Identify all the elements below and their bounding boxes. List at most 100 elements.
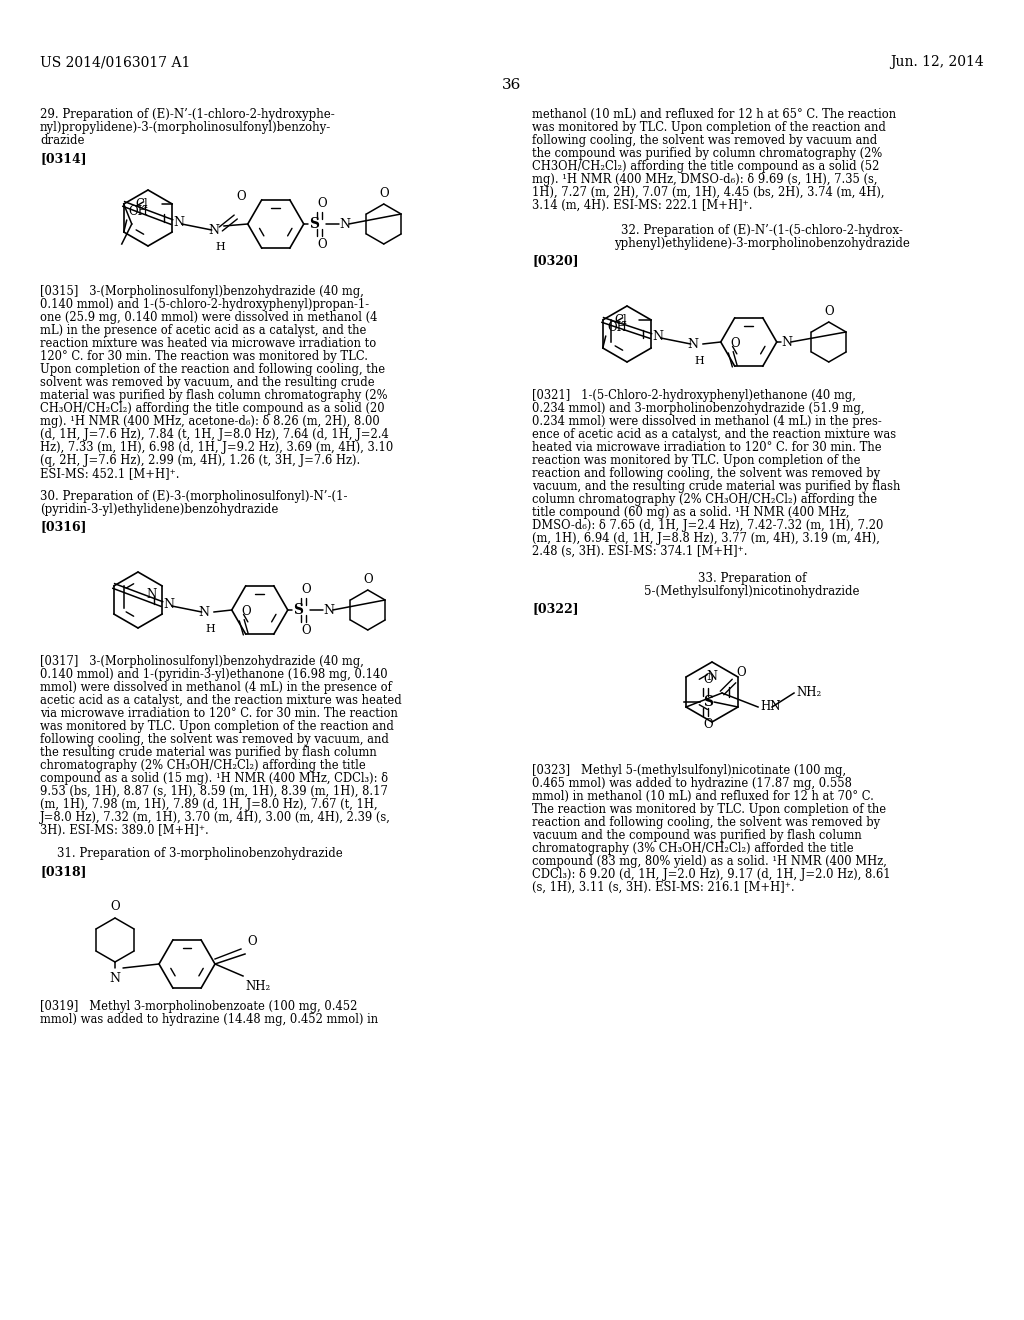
Text: the resulting crude material was purified by flash column: the resulting crude material was purifie… (40, 746, 377, 759)
Text: 29. Preparation of (E)-N’-(1-chloro-2-hydroxyphe-: 29. Preparation of (E)-N’-(1-chloro-2-hy… (40, 108, 335, 121)
Text: O: O (379, 187, 388, 201)
Text: O: O (730, 337, 739, 350)
Text: O: O (301, 583, 310, 597)
Text: one (25.9 mg, 0.140 mmol) were dissolved in methanol (4: one (25.9 mg, 0.140 mmol) were dissolved… (40, 312, 378, 323)
Text: S: S (309, 216, 318, 231)
Text: HN: HN (760, 701, 780, 714)
Text: CDCl₃): δ 9.20 (d, 1H, J=2.0 Hz), 9.17 (d, 1H, J=2.0 Hz), 8.61: CDCl₃): δ 9.20 (d, 1H, J=2.0 Hz), 9.17 (… (532, 869, 891, 880)
Text: methanol (10 mL) and refluxed for 12 h at 65° C. The reaction: methanol (10 mL) and refluxed for 12 h a… (532, 108, 896, 121)
Text: vacuum, and the resulting crude material was purified by flash: vacuum, and the resulting crude material… (532, 480, 900, 492)
Text: Upon completion of the reaction and following cooling, the: Upon completion of the reaction and foll… (40, 363, 385, 376)
Text: ESI-MS: 452.1 [M+H]⁺.: ESI-MS: 452.1 [M+H]⁺. (40, 467, 179, 480)
Text: mmol) were dissolved in methanol (4 mL) in the presence of: mmol) were dissolved in methanol (4 mL) … (40, 681, 392, 694)
Text: (m, 1H), 7.98 (m, 1H), 7.89 (d, 1H, J=8.0 Hz), 7.67 (t, 1H,: (m, 1H), 7.98 (m, 1H), 7.89 (d, 1H, J=8.… (40, 799, 378, 810)
Text: H: H (694, 356, 705, 366)
Text: N: N (146, 587, 157, 601)
Text: title compound (60 mg) as a solid. ¹H NMR (400 MHz,: title compound (60 mg) as a solid. ¹H NM… (532, 506, 850, 519)
Text: was monitored by TLC. Upon completion of the reaction and: was monitored by TLC. Upon completion of… (40, 719, 394, 733)
Text: O: O (703, 718, 713, 731)
Text: N: N (781, 335, 793, 348)
Text: OH: OH (608, 321, 628, 334)
Text: Cl: Cl (614, 314, 628, 326)
Text: chromatography (3% CH₃OH/CH₂Cl₂) afforded the title: chromatography (3% CH₃OH/CH₂Cl₂) afforde… (532, 842, 854, 855)
Text: 31. Preparation of 3-morpholinobenzohydrazide: 31. Preparation of 3-morpholinobenzohydr… (57, 847, 343, 861)
Text: reaction and following cooling, the solvent was removed by: reaction and following cooling, the solv… (532, 467, 880, 480)
Text: mmol) was added to hydrazine (14.48 mg, 0.452 mmol) in: mmol) was added to hydrazine (14.48 mg, … (40, 1012, 378, 1026)
Text: drazide: drazide (40, 135, 85, 147)
Text: 5-(Methylsulfonyl)nicotinohydrazide: 5-(Methylsulfonyl)nicotinohydrazide (644, 585, 860, 598)
Text: O: O (362, 573, 373, 586)
Text: [0319]   Methyl 3-morpholinobenzoate (100 mg, 0.452: [0319] Methyl 3-morpholinobenzoate (100 … (40, 1001, 357, 1012)
Text: [0318]: [0318] (40, 865, 86, 878)
Text: O: O (824, 305, 834, 318)
Text: acetic acid as a catalyst, and the reaction mixture was heated: acetic acid as a catalyst, and the react… (40, 694, 401, 708)
Text: 33. Preparation of: 33. Preparation of (697, 572, 806, 585)
Text: N: N (707, 671, 718, 682)
Text: O: O (111, 900, 120, 913)
Text: O: O (736, 667, 745, 678)
Text: (m, 1H), 6.94 (d, 1H, J=8.8 Hz), 3.77 (m, 4H), 3.19 (m, 4H),: (m, 1H), 6.94 (d, 1H, J=8.8 Hz), 3.77 (m… (532, 532, 880, 545)
Text: J=8.0 Hz), 7.32 (m, 1H), 3.70 (m, 4H), 3.00 (m, 4H), 2.39 (s,: J=8.0 Hz), 7.32 (m, 1H), 3.70 (m, 4H), 3… (40, 810, 391, 824)
Text: 1H), 7.27 (m, 2H), 7.07 (m, 1H), 4.45 (bs, 2H), 3.74 (m, 4H),: 1H), 7.27 (m, 2H), 7.07 (m, 1H), 4.45 (b… (532, 186, 885, 199)
Text: 3H). ESI-MS: 389.0 [M+H]⁺.: 3H). ESI-MS: 389.0 [M+H]⁺. (40, 824, 209, 837)
Text: 32. Preparation of (E)-N’-(1-(5-chloro-2-hydrox-: 32. Preparation of (E)-N’-(1-(5-chloro-2… (622, 224, 903, 238)
Text: ence of acetic acid as a catalyst, and the reaction mixture was: ence of acetic acid as a catalyst, and t… (532, 428, 896, 441)
Text: (d, 1H, J=7.6 Hz), 7.84 (t, 1H, J=8.0 Hz), 7.64 (d, 1H, J=2.4: (d, 1H, J=7.6 Hz), 7.84 (t, 1H, J=8.0 Hz… (40, 428, 389, 441)
Text: The reaction was monitored by TLC. Upon completion of the: The reaction was monitored by TLC. Upon … (532, 803, 886, 816)
Text: N: N (324, 603, 335, 616)
Text: reaction and following cooling, the solvent was removed by: reaction and following cooling, the solv… (532, 816, 880, 829)
Text: following cooling, the solvent was removed by vacuum, and: following cooling, the solvent was remov… (40, 733, 389, 746)
Text: N: N (340, 218, 351, 231)
Text: 0.234 mmol) were dissolved in methanol (4 mL) in the pres-: 0.234 mmol) were dissolved in methanol (… (532, 414, 882, 428)
Text: compound as a solid (15 mg). ¹H NMR (400 MHz, CDCl₃): δ: compound as a solid (15 mg). ¹H NMR (400… (40, 772, 388, 785)
Text: [0317]   3-(Morpholinosulfonyl)benzohydrazide (40 mg,: [0317] 3-(Morpholinosulfonyl)benzohydraz… (40, 655, 364, 668)
Text: chromatography (2% CH₃OH/CH₂Cl₂) affording the title: chromatography (2% CH₃OH/CH₂Cl₂) affordi… (40, 759, 366, 772)
Text: (q, 2H, J=7.6 Hz), 2.99 (m, 4H), 1.26 (t, 3H, J=7.6 Hz).: (q, 2H, J=7.6 Hz), 2.99 (m, 4H), 1.26 (t… (40, 454, 360, 467)
Text: O: O (317, 197, 327, 210)
Text: N: N (199, 606, 209, 619)
Text: O: O (317, 238, 327, 251)
Text: mg). ¹H NMR (400 MHz, acetone-d₆): δ 8.26 (m, 2H), 8.00: mg). ¹H NMR (400 MHz, acetone-d₆): δ 8.2… (40, 414, 380, 428)
Text: OH: OH (129, 205, 148, 218)
Text: yphenyl)ethylidene)-3-morpholinobenzohydrazide: yphenyl)ethylidene)-3-morpholinobenzohyd… (614, 238, 910, 249)
Text: 0.140 mmol) and 1-(5-chloro-2-hydroxyphenyl)propan-1-: 0.140 mmol) and 1-(5-chloro-2-hydroxyphe… (40, 298, 369, 312)
Text: Cl: Cl (135, 198, 148, 210)
Text: heated via microwave irradiation to 120° C. for 30 min. The: heated via microwave irradiation to 120°… (532, 441, 882, 454)
Text: CH3OH/CH₂Cl₂) affording the title compound as a solid (52: CH3OH/CH₂Cl₂) affording the title compou… (532, 160, 880, 173)
Text: 120° C. for 30 min. The reaction was monitored by TLC.: 120° C. for 30 min. The reaction was mon… (40, 350, 368, 363)
Text: 3.14 (m, 4H). ESI-MS: 222.1 [M+H]⁺.: 3.14 (m, 4H). ESI-MS: 222.1 [M+H]⁺. (532, 199, 753, 213)
Text: was monitored by TLC. Upon completion of the reaction and: was monitored by TLC. Upon completion of… (532, 121, 886, 135)
Text: [0322]: [0322] (532, 602, 579, 615)
Text: NH₂: NH₂ (245, 979, 270, 993)
Text: (pyridin-3-yl)ethylidene)benzohydrazide: (pyridin-3-yl)ethylidene)benzohydrazide (40, 503, 279, 516)
Text: H: H (206, 624, 215, 634)
Text: 2.48 (s, 3H). ESI-MS: 374.1 [M+H]⁺.: 2.48 (s, 3H). ESI-MS: 374.1 [M+H]⁺. (532, 545, 748, 558)
Text: O: O (301, 624, 310, 638)
Text: mmol) in methanol (10 mL) and refluxed for 12 h at 70° C.: mmol) in methanol (10 mL) and refluxed f… (532, 789, 873, 803)
Text: 9.53 (bs, 1H), 8.87 (s, 1H), 8.59 (m, 1H), 8.39 (m, 1H), 8.17: 9.53 (bs, 1H), 8.87 (s, 1H), 8.59 (m, 1H… (40, 785, 388, 799)
Text: nyl)propylidene)-3-(morpholinosulfonyl)benzohy-: nyl)propylidene)-3-(morpholinosulfonyl)b… (40, 121, 331, 135)
Text: [0321]   1-(5-Chloro-2-hydroxyphenyl)ethanone (40 mg,: [0321] 1-(5-Chloro-2-hydroxyphenyl)ethan… (532, 389, 856, 403)
Text: [0315]   3-(Morpholinosulfonyl)benzohydrazide (40 mg,: [0315] 3-(Morpholinosulfonyl)benzohydraz… (40, 285, 364, 298)
Text: 0.234 mmol) and 3-morpholinobenzohydrazide (51.9 mg,: 0.234 mmol) and 3-morpholinobenzohydrazi… (532, 403, 864, 414)
Text: N: N (110, 972, 121, 985)
Text: 36: 36 (503, 78, 521, 92)
Text: Hz), 7.33 (m, 1H), 6.98 (d, 1H, J=9.2 Hz), 3.69 (m, 4H), 3.10: Hz), 7.33 (m, 1H), 6.98 (d, 1H, J=9.2 Hz… (40, 441, 393, 454)
Text: material was purified by flash column chromatography (2%: material was purified by flash column ch… (40, 389, 387, 403)
Text: 0.140 mmol) and 1-(pyridin-3-yl)ethanone (16.98 mg, 0.140: 0.140 mmol) and 1-(pyridin-3-yl)ethanone… (40, 668, 388, 681)
Text: N: N (208, 223, 219, 236)
Text: 30. Preparation of (E)-3-(morpholinosulfonyl)-N’-(1-: 30. Preparation of (E)-3-(morpholinosulf… (40, 490, 347, 503)
Text: mg). ¹H NMR (400 MHz, DMSO-d₆): δ 9.69 (s, 1H), 7.35 (s,: mg). ¹H NMR (400 MHz, DMSO-d₆): δ 9.69 (… (532, 173, 878, 186)
Text: via microwave irradiation to 120° C. for 30 min. The reaction: via microwave irradiation to 120° C. for… (40, 708, 398, 719)
Text: N: N (687, 338, 698, 351)
Text: Jun. 12, 2014: Jun. 12, 2014 (890, 55, 984, 69)
Text: O: O (236, 190, 246, 203)
Text: DMSO-d₆): δ 7.65 (d, 1H, J=2.4 Hz), 7.42-7.32 (m, 1H), 7.20: DMSO-d₆): δ 7.65 (d, 1H, J=2.4 Hz), 7.42… (532, 519, 884, 532)
Text: N: N (164, 598, 175, 610)
Text: N: N (652, 330, 664, 342)
Text: mL) in the presence of acetic acid as a catalyst, and the: mL) in the presence of acetic acid as a … (40, 323, 367, 337)
Text: [0316]: [0316] (40, 520, 86, 533)
Text: (s, 1H), 3.11 (s, 3H). ESI-MS: 216.1 [M+H]⁺.: (s, 1H), 3.11 (s, 3H). ESI-MS: 216.1 [M+… (532, 880, 795, 894)
Text: [0323]   Methyl 5-(methylsulfonyl)nicotinate (100 mg,: [0323] Methyl 5-(methylsulfonyl)nicotina… (532, 764, 846, 777)
Text: solvent was removed by vacuum, and the resulting crude: solvent was removed by vacuum, and the r… (40, 376, 375, 389)
